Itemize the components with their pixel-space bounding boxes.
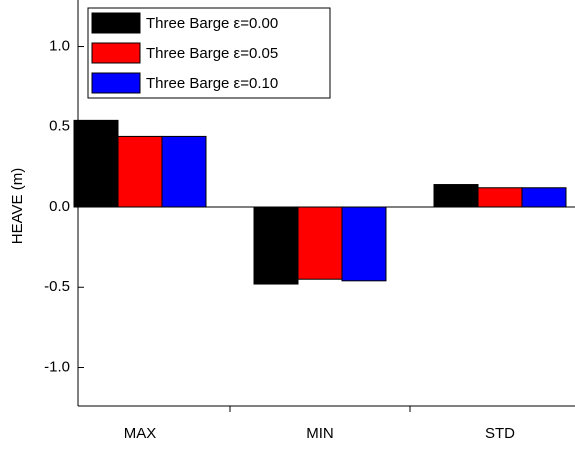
legend-swatch xyxy=(91,12,141,34)
bar xyxy=(117,135,163,208)
bar xyxy=(521,187,567,208)
bar xyxy=(297,206,343,280)
bar xyxy=(341,206,387,282)
x-tick-label: MIN xyxy=(306,425,334,442)
y-tick-label: -0.5 xyxy=(44,278,70,295)
x-tick-label: MAX xyxy=(124,425,157,442)
bar xyxy=(253,206,299,285)
legend-label: Three Barge ε=0.05 xyxy=(146,45,278,62)
y-tick-label: 0.0 xyxy=(49,198,70,215)
legend-label: Three Barge ε=0.10 xyxy=(146,75,278,92)
bar xyxy=(161,135,207,208)
legend-label: Three Barge ε=0.00 xyxy=(146,15,278,32)
y-axis-label: HEAVE (m) xyxy=(9,168,26,244)
bar xyxy=(73,119,119,208)
legend-swatch xyxy=(91,42,141,64)
bar xyxy=(433,184,479,208)
legend-swatch xyxy=(91,72,141,94)
x-tick-label: STD xyxy=(485,425,515,442)
bar xyxy=(477,187,523,208)
y-tick-label: 1.0 xyxy=(49,38,70,55)
y-tick-label: -1.0 xyxy=(44,358,70,375)
y-tick-label: 0.5 xyxy=(49,118,70,135)
